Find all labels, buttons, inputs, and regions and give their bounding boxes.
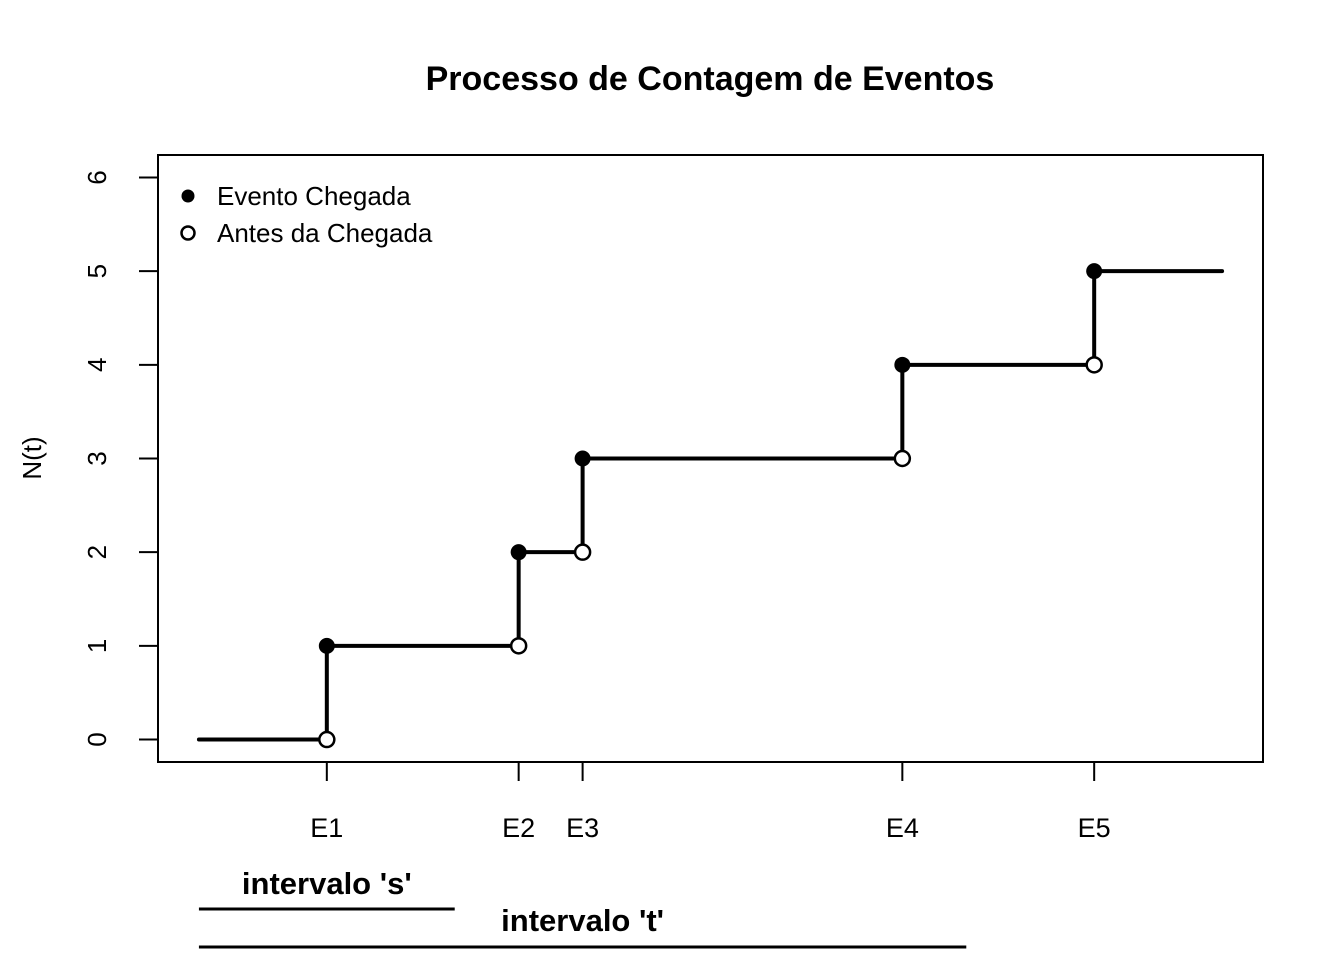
y-axis: 0 1 2 3 4 5 6 bbox=[82, 170, 158, 747]
arrival-event-marker bbox=[574, 450, 591, 467]
y-tick-label: 5 bbox=[82, 264, 112, 278]
x-tick-label-event: E2 bbox=[502, 813, 535, 843]
interval-s-label: intervalo 's' bbox=[242, 866, 412, 901]
x-tick-label-event: E4 bbox=[886, 813, 919, 843]
before-arrival-marker bbox=[893, 449, 912, 468]
chart-title: Processo de Contagem de Eventos bbox=[426, 60, 995, 98]
step-function bbox=[196, 269, 1225, 742]
y-axis-title: N(t) bbox=[17, 436, 47, 479]
before-arrival-marker bbox=[573, 543, 592, 561]
arrival-event-marker bbox=[318, 637, 335, 654]
legend-item-antes-da-chegada: Antes da Chegada bbox=[217, 218, 433, 248]
legend: Evento Chegada Antes da Chegada bbox=[180, 181, 433, 248]
arrival-event-marker bbox=[894, 356, 911, 373]
x-tick-label-event: E5 bbox=[1078, 813, 1111, 843]
y-tick-label: 3 bbox=[82, 451, 112, 465]
arrival-event-marker bbox=[1086, 263, 1103, 280]
legend-item-evento-chegada: Evento Chegada bbox=[217, 181, 411, 211]
y-tick-label: 4 bbox=[82, 358, 112, 372]
before-arrival-marker bbox=[318, 730, 336, 749]
before-arrival-marker bbox=[1085, 356, 1103, 374]
y-tick-label: 2 bbox=[82, 545, 112, 559]
y-tick-label: 1 bbox=[82, 639, 112, 653]
legend-filled-circle-icon bbox=[181, 189, 195, 203]
arrival-event-marker bbox=[510, 544, 527, 561]
x-tick-label-event: E3 bbox=[566, 813, 599, 843]
legend-open-circle-icon bbox=[180, 225, 196, 241]
x-axis: E1 E2 E3 E4 E5 bbox=[310, 763, 1111, 843]
interval-t-label: intervalo 't' bbox=[501, 903, 664, 938]
y-tick-label: 0 bbox=[82, 732, 112, 746]
interval-annotations: intervalo 's' intervalo 't' bbox=[198, 866, 967, 949]
x-tick-label-event: E1 bbox=[310, 813, 343, 843]
y-tick-label: 6 bbox=[82, 170, 112, 184]
event-markers bbox=[318, 263, 1103, 749]
before-arrival-marker bbox=[509, 637, 528, 655]
